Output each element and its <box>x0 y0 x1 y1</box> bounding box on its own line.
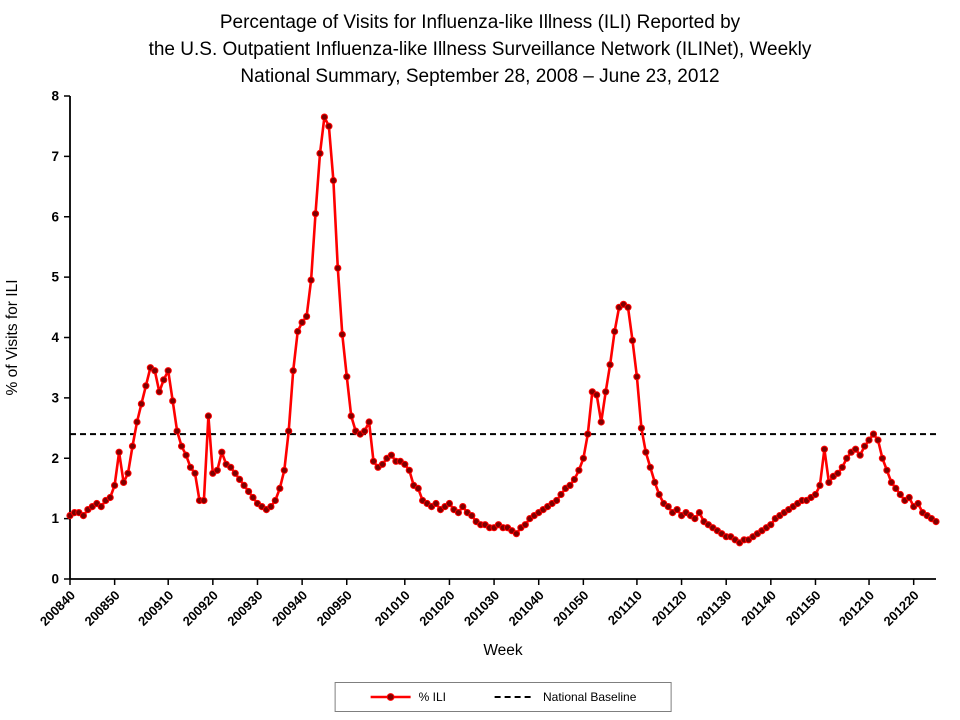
svg-text:4: 4 <box>51 330 59 345</box>
chart-title: Percentage of Visits for Influenza-like … <box>0 0 960 90</box>
svg-text:201010: 201010 <box>372 588 413 629</box>
svg-text:201030: 201030 <box>461 588 502 629</box>
svg-text:200910: 200910 <box>135 588 176 629</box>
chart-title-line-2: the U.S. Outpatient Influenza-like Illne… <box>148 39 812 60</box>
svg-text:7: 7 <box>51 149 59 164</box>
legend-label-baseline: National Baseline <box>542 690 637 704</box>
svg-text:6: 6 <box>51 209 59 224</box>
svg-text:200840: 200840 <box>37 588 78 629</box>
chart-legend: % ILI National Baseline <box>334 682 672 712</box>
axes <box>69 96 936 580</box>
baseline-swatch-icon <box>494 696 535 698</box>
svg-text:201150: 201150 <box>783 588 824 629</box>
svg-text:8: 8 <box>51 90 59 104</box>
svg-text:3: 3 <box>51 390 59 405</box>
x-tick-labels: 200840 200850 200910 200920 200930 200940 2009… <box>37 579 922 629</box>
svg-text:201120: 201120 <box>649 588 690 629</box>
svg-text:201220: 201220 <box>881 588 922 629</box>
svg-text:201140: 201140 <box>738 588 779 629</box>
svg-text:200920: 200920 <box>180 588 221 629</box>
y-tick-labels: 0 1 2 3 4 5 6 7 8 <box>51 90 70 587</box>
svg-text:200930: 200930 <box>224 588 265 629</box>
y-axis-title: % of Visits for ILI <box>4 279 21 395</box>
svg-text:201130: 201130 <box>694 588 735 629</box>
legend-label-ili: % ILI <box>418 690 446 704</box>
svg-text:201020: 201020 <box>416 588 457 629</box>
svg-text:0: 0 <box>51 572 59 587</box>
svg-text:201050: 201050 <box>550 588 591 629</box>
svg-text:200950: 200950 <box>314 588 355 629</box>
chart-title-line-1: Percentage of Visits for Influenza-like … <box>219 12 741 33</box>
svg-text:201110: 201110 <box>605 588 645 628</box>
x-axis-title: Week <box>483 642 523 659</box>
svg-text:201040: 201040 <box>506 588 547 629</box>
svg-text:200940: 200940 <box>269 588 310 629</box>
legend-item-ili: % ILI <box>370 690 446 704</box>
ili-series-swatch-icon <box>370 693 411 701</box>
svg-text:1: 1 <box>51 511 59 526</box>
svg-text:2: 2 <box>51 451 59 466</box>
ili-series-markers <box>66 113 940 547</box>
svg-text:201210: 201210 <box>836 588 877 629</box>
legend-item-baseline: National Baseline <box>494 690 636 704</box>
svg-text:5: 5 <box>51 270 59 285</box>
ili-series-line <box>69 115 937 545</box>
chart-title-line-3: National Summary, September 28, 2008 – J… <box>240 66 720 87</box>
svg-text:200850: 200850 <box>81 588 122 629</box>
